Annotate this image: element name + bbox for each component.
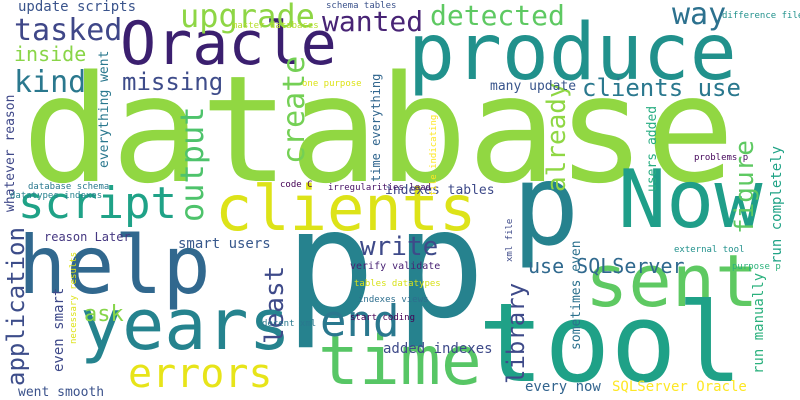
word-added-indexes: added indexes bbox=[383, 341, 493, 357]
word-end: end bbox=[320, 296, 400, 347]
word-already: already bbox=[542, 82, 572, 192]
word-p-3: p bbox=[512, 141, 580, 271]
word-necessary-results: necessary results bbox=[69, 251, 79, 344]
word-errors: errors bbox=[128, 351, 273, 397]
word-sent: sent bbox=[585, 239, 759, 323]
word-ask: ask bbox=[84, 302, 124, 327]
word-inside: inside bbox=[14, 42, 87, 66]
word-run-manually: run manually bbox=[751, 272, 767, 374]
word-help: help bbox=[18, 219, 211, 312]
word-sometimes-even: sometimes even bbox=[569, 240, 584, 350]
word-everything-went: everything went bbox=[97, 50, 112, 168]
word-database: database bbox=[22, 44, 735, 216]
word-master-databases: master databases bbox=[232, 21, 319, 31]
word-way: way bbox=[672, 0, 727, 32]
word-upgrade: upgrade bbox=[180, 0, 315, 35]
word-smart-users: smart users bbox=[178, 236, 271, 252]
word-schema-tables: schema tables bbox=[326, 1, 397, 11]
word-produce: produce bbox=[408, 8, 737, 98]
word-decent-xml: decent xml bbox=[262, 319, 317, 329]
word-one-purpose: one purpose bbox=[302, 79, 362, 89]
word-indexes-tables: indexes tables bbox=[385, 183, 495, 198]
word-years: years bbox=[80, 284, 291, 366]
word-tasked: tasked bbox=[14, 13, 123, 48]
word-script: script bbox=[18, 178, 177, 229]
word-irregularities-lead: irregularities lead bbox=[328, 183, 431, 193]
word-library: library bbox=[502, 282, 530, 384]
word-missing: missing bbox=[122, 68, 224, 96]
word-external-tool: external tool bbox=[674, 245, 745, 255]
word-time: time bbox=[318, 322, 482, 400]
word-create: create bbox=[277, 55, 312, 164]
word-wanted: wanted bbox=[322, 5, 424, 38]
word-xml-file: xml file bbox=[505, 218, 515, 262]
word-now: Now bbox=[618, 153, 763, 246]
word-even-smart: even smart bbox=[51, 287, 67, 372]
word-output: output bbox=[173, 106, 211, 222]
word-oracle: Oracle bbox=[120, 9, 337, 79]
word-write: write bbox=[360, 232, 439, 262]
word-problems-p: problems p bbox=[694, 153, 749, 163]
word-kind: kind bbox=[14, 65, 87, 100]
word-run-completely: run completely bbox=[769, 145, 785, 264]
word-indexes-views: indexes views bbox=[358, 295, 429, 305]
word-difference-file: difference file bbox=[722, 11, 800, 21]
word-least: least bbox=[260, 265, 290, 344]
word-datatypes-indexes: datatypes indexes bbox=[10, 191, 103, 201]
word-code-c: code C bbox=[280, 180, 313, 190]
word-went-smooth: went smooth bbox=[18, 385, 105, 400]
word-detected: detected bbox=[430, 0, 565, 32]
word-time-everything: time everything bbox=[369, 73, 383, 182]
word-users-added: users added bbox=[645, 105, 660, 192]
word-tables-datatypes: tables datatypes bbox=[354, 279, 441, 289]
word-file-indicating: file indicating bbox=[429, 114, 439, 196]
word-p-1: p bbox=[285, 178, 376, 352]
word-application: application bbox=[2, 227, 30, 386]
word-reason-later: reason Later bbox=[44, 230, 131, 244]
word-every-now: every now bbox=[525, 379, 601, 395]
word-tool: tool bbox=[478, 279, 743, 400]
word-clients: clients bbox=[215, 172, 477, 245]
word-many-update: many update bbox=[490, 79, 577, 94]
word-update-scripts: update scripts bbox=[18, 0, 137, 15]
word-verify-validate: verify validate bbox=[350, 261, 441, 272]
word-p-2: p bbox=[395, 178, 486, 352]
word-purpose-p: purpose p bbox=[732, 262, 781, 272]
word-sqlserver-oracle: SQLServer Oracle bbox=[612, 379, 747, 395]
word-clients-use: clients use bbox=[582, 74, 741, 102]
word-database-schema: database schema bbox=[28, 182, 110, 192]
word-use-sqlserver: use SQLServer bbox=[528, 254, 685, 278]
word-start-coding: start coding bbox=[350, 313, 416, 323]
